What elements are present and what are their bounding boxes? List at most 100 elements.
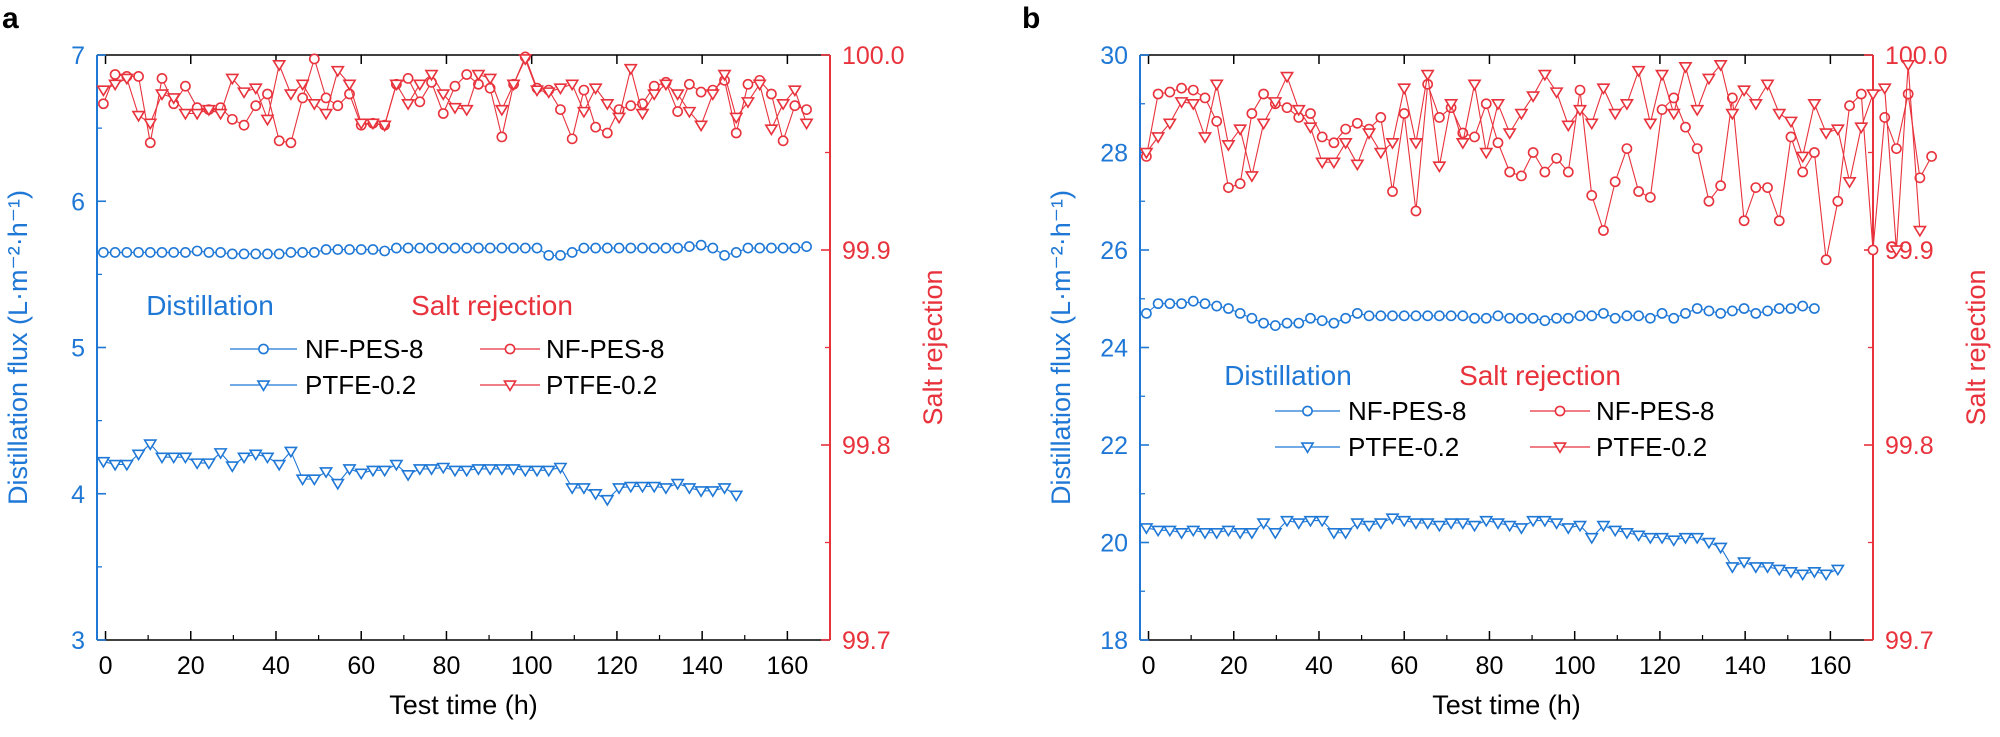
data-point bbox=[1809, 147, 1820, 158]
x-tick-label: 140 bbox=[681, 652, 723, 680]
data-point bbox=[1795, 151, 1810, 164]
data-point bbox=[377, 465, 392, 478]
right-y-tick-label: 99.9 bbox=[842, 237, 891, 265]
data-point bbox=[144, 137, 156, 149]
data-point bbox=[1504, 312, 1516, 324]
data-point bbox=[447, 465, 462, 478]
data-point bbox=[1701, 537, 1716, 550]
data-point bbox=[1480, 98, 1492, 110]
data-point bbox=[237, 87, 252, 99]
data-point bbox=[682, 483, 697, 495]
data-point bbox=[635, 108, 650, 121]
data-point bbox=[1223, 303, 1234, 314]
data-point bbox=[1291, 104, 1306, 117]
data-point bbox=[1258, 317, 1269, 329]
right-y-axis-title: Salt rejection bbox=[1961, 269, 1991, 425]
data-point bbox=[752, 79, 767, 92]
x-tick-label: 100 bbox=[1554, 652, 1596, 680]
right-y-tick-label: 100.0 bbox=[842, 42, 905, 70]
data-point bbox=[401, 99, 416, 111]
data-point bbox=[1387, 310, 1398, 322]
data-point bbox=[1199, 92, 1211, 104]
data-point bbox=[1773, 303, 1785, 314]
data-point bbox=[1854, 122, 1869, 135]
right-y-tick-label: 99.8 bbox=[842, 432, 891, 460]
data-point bbox=[1209, 528, 1224, 540]
data-point bbox=[1492, 310, 1504, 322]
data-point bbox=[1140, 307, 1152, 319]
data-point bbox=[1291, 518, 1306, 530]
data-point bbox=[1527, 147, 1539, 158]
data-point bbox=[1877, 83, 1892, 96]
data-point bbox=[1703, 195, 1715, 207]
data-point bbox=[1433, 112, 1445, 123]
data-point bbox=[332, 100, 344, 112]
data-point bbox=[1762, 305, 1773, 317]
data-point bbox=[1725, 108, 1740, 121]
data-point bbox=[1433, 310, 1445, 322]
legend-entry-label: NF-PES-8 bbox=[305, 334, 423, 364]
data-point bbox=[1151, 525, 1166, 538]
data-point bbox=[566, 247, 578, 258]
data-point bbox=[1316, 131, 1328, 143]
right-y-tick-label: 99.9 bbox=[1885, 237, 1934, 265]
data-point bbox=[1631, 530, 1646, 543]
data-point bbox=[1619, 528, 1634, 540]
data-point bbox=[801, 241, 812, 252]
right-y-tick-label: 99.7 bbox=[842, 627, 891, 655]
data-point bbox=[1490, 518, 1505, 530]
data-point bbox=[1633, 186, 1645, 197]
data-point bbox=[565, 483, 580, 495]
x-tick-label: 140 bbox=[1724, 652, 1766, 680]
data-point bbox=[285, 247, 297, 258]
data-point bbox=[1797, 300, 1809, 312]
data-point bbox=[658, 483, 673, 495]
data-point bbox=[1326, 528, 1341, 540]
data-point bbox=[1643, 118, 1658, 131]
data-point bbox=[1608, 108, 1623, 121]
data-point bbox=[238, 248, 250, 260]
data-point bbox=[119, 459, 134, 472]
data-point bbox=[273, 248, 285, 260]
series-0 bbox=[97, 239, 812, 261]
data-point bbox=[190, 458, 205, 470]
data-point bbox=[1362, 520, 1377, 533]
data-point bbox=[273, 135, 285, 147]
data-point bbox=[1715, 307, 1727, 319]
data-point bbox=[250, 100, 262, 112]
data-point bbox=[1469, 131, 1480, 143]
data-point bbox=[1256, 518, 1271, 530]
data-point bbox=[426, 242, 437, 254]
data-point bbox=[1385, 138, 1400, 150]
data-point bbox=[1467, 79, 1482, 92]
data-point bbox=[1621, 143, 1633, 154]
data-point bbox=[1234, 307, 1246, 319]
data-point bbox=[180, 247, 191, 258]
data-point bbox=[766, 88, 777, 100]
data-point bbox=[166, 452, 181, 465]
data-point bbox=[1375, 112, 1387, 123]
data-point bbox=[1760, 79, 1775, 92]
data-point bbox=[1187, 295, 1199, 307]
data-point bbox=[601, 242, 613, 254]
data-point bbox=[1244, 528, 1259, 540]
data-point bbox=[1490, 99, 1505, 111]
data-point bbox=[694, 120, 709, 133]
data-point bbox=[612, 483, 627, 495]
data-point bbox=[1176, 298, 1187, 310]
data-point bbox=[1246, 108, 1258, 119]
data-point bbox=[1362, 128, 1377, 140]
data-point bbox=[1303, 515, 1318, 528]
data-point bbox=[754, 242, 766, 254]
data-point bbox=[1785, 303, 1797, 314]
data-point bbox=[1457, 310, 1469, 322]
data-point bbox=[285, 137, 297, 149]
series-3 bbox=[1139, 60, 1927, 257]
right-y-tick-label: 99.8 bbox=[1885, 432, 1934, 460]
data-point bbox=[401, 470, 416, 482]
x-tick-label: 80 bbox=[433, 652, 461, 680]
data-point bbox=[1174, 528, 1189, 540]
data-point bbox=[1303, 122, 1318, 135]
data-point bbox=[1715, 180, 1727, 192]
data-point bbox=[308, 247, 320, 258]
